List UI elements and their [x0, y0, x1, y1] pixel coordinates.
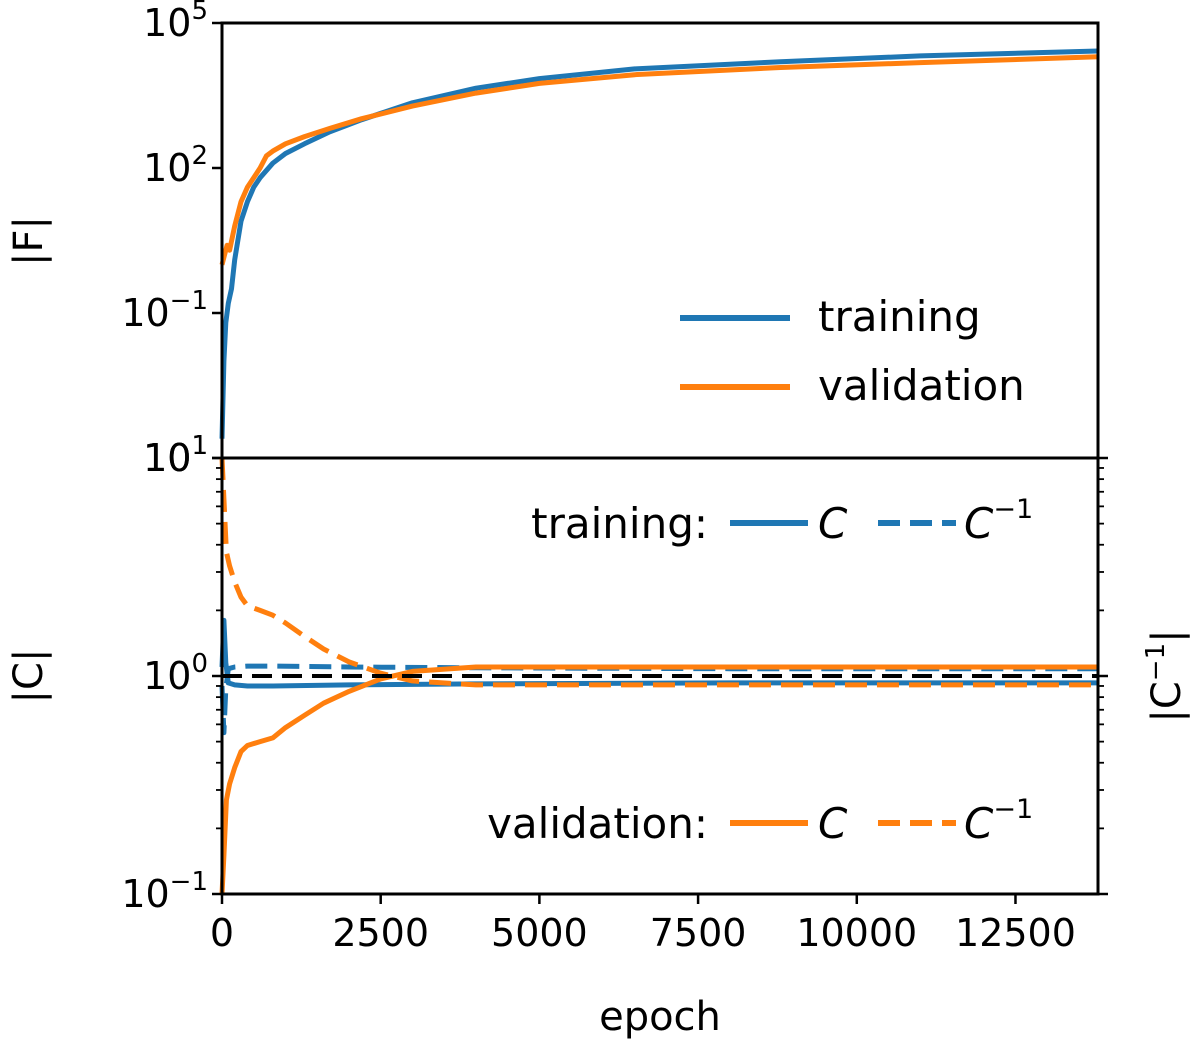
top-ylabel: |F|	[6, 216, 52, 266]
top-ytick-label: 10−1	[121, 286, 208, 335]
top-ytick-label: 102	[143, 141, 208, 190]
bottom-ylabel: |C|	[6, 649, 52, 704]
bottom-ytick-label: 100	[143, 649, 208, 698]
top-y-ticks: 105 102 10−1 101	[121, 0, 222, 480]
bottom-y-ticks: 101 100 10−1	[121, 431, 1108, 916]
x-tick-label: 0	[210, 911, 234, 955]
bottom-ytick-label: 101	[143, 431, 208, 480]
legend-validation-row: validation: C C−1	[487, 794, 1033, 848]
bottom-series-validation-C-1	[219, 457, 1098, 688]
top-legend: training validation	[680, 292, 1025, 410]
legend-training-cinv-label: C−1	[964, 494, 1033, 548]
x-tick-label: 7500	[650, 911, 747, 955]
legend-training-row: training: C C−1	[531, 494, 1033, 548]
top-series-training	[219, 48, 1099, 439]
x-tick-label: 10000	[796, 911, 917, 955]
x-tick-label: 2500	[332, 911, 429, 955]
legend-training-prefix: training:	[531, 499, 708, 548]
x-axis-label: epoch	[599, 994, 721, 1040]
bottom-panel: 101 100 10−1 0 2500 5000 7500 10000 12500 |C| |…	[6, 431, 1190, 1040]
legend-training-c-label: C	[818, 499, 848, 548]
x-tick-label: 12500	[955, 911, 1076, 955]
bottom-series-training-C-1	[219, 663, 1098, 736]
bottom-ylabel-right: |C−1|	[1141, 629, 1190, 722]
bottom-ytick-label: 10−1	[121, 867, 208, 916]
x-tick-label: 5000	[491, 911, 588, 955]
legend-validation-cinv-label: C−1	[964, 794, 1033, 848]
bottom-lines	[219, 457, 1098, 895]
top-series-validation	[219, 54, 1099, 266]
top-lines	[219, 48, 1099, 439]
legend-training-label: training	[818, 292, 981, 341]
top-ytick-label: 101	[143, 431, 208, 480]
bottom-series-validation-C	[219, 664, 1098, 895]
x-ticks: 0 2500 5000 7500 10000 12500	[210, 894, 1076, 955]
legend-validation-prefix: validation:	[487, 799, 708, 848]
legend-validation-label: validation	[818, 361, 1025, 410]
legend-validation-c-label: C	[818, 799, 848, 848]
top-ytick-label: 105	[143, 0, 208, 45]
top-panel: 105 102 10−1 101 |F| training validation	[6, 0, 1100, 480]
